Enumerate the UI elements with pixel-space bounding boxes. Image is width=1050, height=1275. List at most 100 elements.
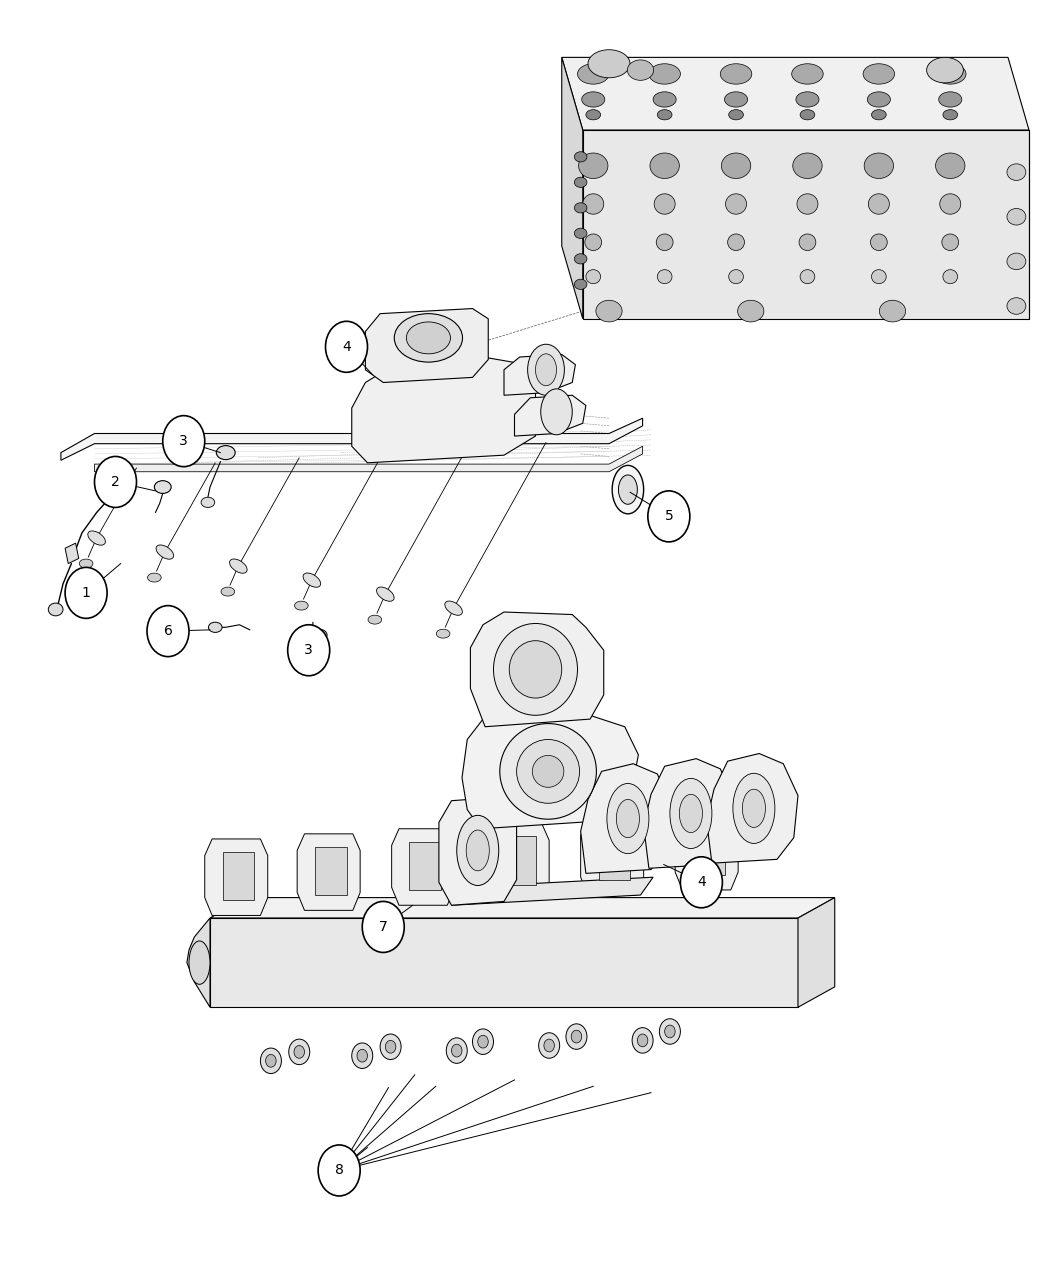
Polygon shape <box>410 842 441 890</box>
Ellipse shape <box>729 110 743 120</box>
Ellipse shape <box>939 92 962 107</box>
Ellipse shape <box>445 601 462 616</box>
Ellipse shape <box>220 586 234 595</box>
Ellipse shape <box>729 269 743 284</box>
Ellipse shape <box>500 724 596 820</box>
Ellipse shape <box>657 110 672 120</box>
Ellipse shape <box>880 301 905 323</box>
Circle shape <box>632 1028 653 1053</box>
Circle shape <box>352 1043 373 1068</box>
Text: 7: 7 <box>379 921 387 933</box>
Ellipse shape <box>926 57 964 83</box>
Circle shape <box>539 1033 560 1058</box>
Ellipse shape <box>154 481 171 493</box>
Ellipse shape <box>48 603 63 616</box>
Ellipse shape <box>618 476 637 505</box>
Circle shape <box>680 857 722 908</box>
Polygon shape <box>486 824 549 900</box>
Ellipse shape <box>612 465 644 514</box>
Polygon shape <box>223 852 254 900</box>
Text: 6: 6 <box>164 625 172 638</box>
Ellipse shape <box>303 572 320 588</box>
Polygon shape <box>581 764 672 873</box>
Polygon shape <box>61 418 643 460</box>
Circle shape <box>289 1039 310 1065</box>
Ellipse shape <box>737 301 764 323</box>
Polygon shape <box>210 898 835 918</box>
Polygon shape <box>65 543 79 564</box>
Ellipse shape <box>457 816 499 885</box>
Ellipse shape <box>733 773 775 844</box>
Ellipse shape <box>728 235 744 250</box>
Ellipse shape <box>574 203 587 213</box>
Ellipse shape <box>799 235 816 250</box>
Ellipse shape <box>726 194 747 214</box>
Ellipse shape <box>294 602 309 611</box>
Ellipse shape <box>311 630 328 640</box>
Circle shape <box>659 1019 680 1044</box>
Ellipse shape <box>147 574 161 581</box>
Polygon shape <box>675 813 738 890</box>
Circle shape <box>294 1046 304 1058</box>
Ellipse shape <box>649 64 680 84</box>
Ellipse shape <box>574 177 587 187</box>
Polygon shape <box>462 714 638 829</box>
Ellipse shape <box>650 153 679 179</box>
Ellipse shape <box>1007 164 1026 180</box>
Ellipse shape <box>864 153 894 179</box>
Polygon shape <box>707 754 798 863</box>
Ellipse shape <box>654 194 675 214</box>
Ellipse shape <box>189 941 210 984</box>
Ellipse shape <box>796 92 819 107</box>
Ellipse shape <box>230 558 247 574</box>
Ellipse shape <box>1007 252 1026 270</box>
Polygon shape <box>94 446 643 472</box>
Ellipse shape <box>942 235 959 250</box>
Polygon shape <box>798 898 835 1007</box>
Ellipse shape <box>579 153 608 179</box>
Polygon shape <box>581 819 644 895</box>
Ellipse shape <box>208 622 223 632</box>
Polygon shape <box>365 309 488 382</box>
Polygon shape <box>352 357 536 463</box>
Text: 3: 3 <box>304 644 313 657</box>
Ellipse shape <box>656 235 673 250</box>
Ellipse shape <box>586 110 601 120</box>
Text: 2: 2 <box>111 476 120 488</box>
Ellipse shape <box>368 616 381 623</box>
Ellipse shape <box>943 269 958 284</box>
Ellipse shape <box>868 194 889 214</box>
Polygon shape <box>583 130 1029 319</box>
Polygon shape <box>504 836 536 885</box>
Ellipse shape <box>653 92 676 107</box>
Circle shape <box>357 1049 367 1062</box>
Circle shape <box>478 1035 488 1048</box>
Polygon shape <box>693 826 724 875</box>
Polygon shape <box>562 57 583 319</box>
Ellipse shape <box>582 92 605 107</box>
Polygon shape <box>210 918 798 1007</box>
Circle shape <box>472 1029 493 1054</box>
Ellipse shape <box>88 530 105 546</box>
Ellipse shape <box>395 314 463 362</box>
Circle shape <box>266 1054 276 1067</box>
Ellipse shape <box>216 446 235 460</box>
Text: 4: 4 <box>342 340 351 353</box>
Circle shape <box>326 321 368 372</box>
Circle shape <box>147 606 189 657</box>
Polygon shape <box>439 797 517 905</box>
Circle shape <box>163 416 205 467</box>
Ellipse shape <box>793 153 822 179</box>
Ellipse shape <box>870 235 887 250</box>
Ellipse shape <box>202 497 215 507</box>
Ellipse shape <box>532 755 564 787</box>
Ellipse shape <box>578 64 609 84</box>
Text: 4: 4 <box>697 876 706 889</box>
Ellipse shape <box>536 354 556 385</box>
Circle shape <box>452 1044 462 1057</box>
Polygon shape <box>392 829 455 905</box>
Ellipse shape <box>628 60 653 80</box>
Polygon shape <box>315 847 346 895</box>
Circle shape <box>94 456 136 507</box>
Ellipse shape <box>574 152 587 162</box>
